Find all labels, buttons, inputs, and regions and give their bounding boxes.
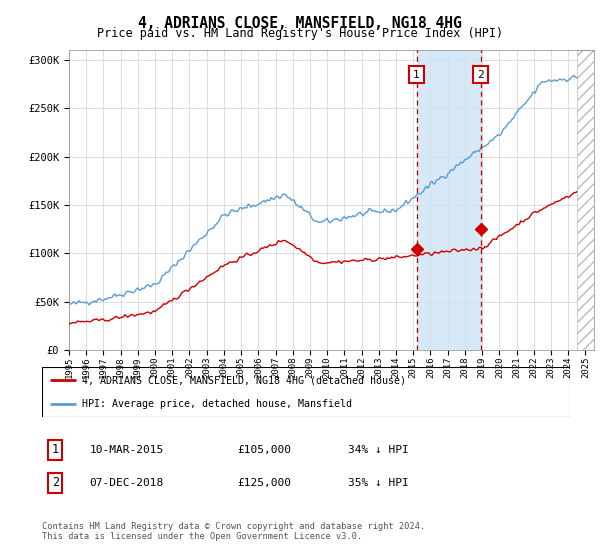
Text: 2: 2 xyxy=(478,69,484,80)
Text: 2: 2 xyxy=(52,477,59,489)
Text: £125,000: £125,000 xyxy=(238,478,292,488)
Text: 35% ↓ HPI: 35% ↓ HPI xyxy=(348,478,409,488)
Text: 34% ↓ HPI: 34% ↓ HPI xyxy=(348,445,409,455)
Text: £105,000: £105,000 xyxy=(238,445,292,455)
Text: 4, ADRIANS CLOSE, MANSFIELD, NG18 4HG: 4, ADRIANS CLOSE, MANSFIELD, NG18 4HG xyxy=(138,16,462,31)
Text: 07-DEC-2018: 07-DEC-2018 xyxy=(89,478,164,488)
Bar xyxy=(416,50,481,350)
Text: HPI: Average price, detached house, Mansfield: HPI: Average price, detached house, Mans… xyxy=(82,399,352,409)
Text: 1: 1 xyxy=(413,69,420,80)
Text: 1: 1 xyxy=(52,443,59,456)
Text: Contains HM Land Registry data © Crown copyright and database right 2024.
This d: Contains HM Land Registry data © Crown c… xyxy=(42,522,425,542)
Text: Price paid vs. HM Land Registry's House Price Index (HPI): Price paid vs. HM Land Registry's House … xyxy=(97,27,503,40)
Text: 4, ADRIANS CLOSE, MANSFIELD, NG18 4HG (detached house): 4, ADRIANS CLOSE, MANSFIELD, NG18 4HG (d… xyxy=(82,375,406,385)
Bar xyxy=(577,50,594,350)
Text: 10-MAR-2015: 10-MAR-2015 xyxy=(89,445,164,455)
